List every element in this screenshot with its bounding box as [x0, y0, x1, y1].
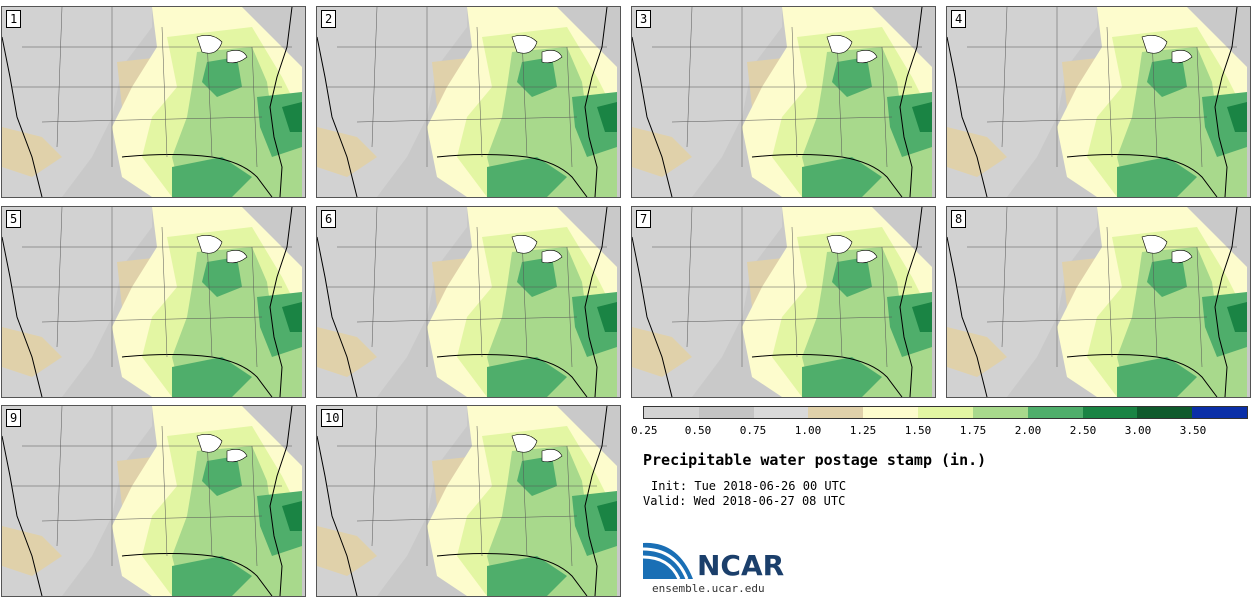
colorbar-segment [698, 407, 754, 418]
colorbar-tick-label: 2.00 [1014, 424, 1042, 437]
colorbar-segment [1027, 407, 1083, 418]
colorbar-segment [1192, 407, 1247, 418]
pw-map [317, 7, 620, 197]
colorbar-segment [972, 407, 1028, 418]
postage-stamp-6[interactable]: 6 [316, 206, 621, 398]
postage-stamp-4[interactable]: 4 [946, 6, 1251, 198]
member-number: 4 [951, 10, 967, 28]
postage-stamp-9[interactable]: 9 [1, 405, 306, 597]
member-number: 3 [636, 10, 652, 28]
colorbar-tick-label: 1.75 [959, 424, 987, 437]
pw-map [947, 207, 1250, 397]
member-number: 10 [321, 409, 344, 427]
valid-time: Valid: Wed 2018-06-27 08 UTC [643, 494, 846, 508]
pw-map [2, 406, 305, 596]
postage-stamp-7[interactable]: 7 [631, 206, 936, 398]
pw-map [317, 406, 620, 596]
member-number: 5 [6, 210, 22, 228]
colorbar-tick-label: 0.75 [739, 424, 767, 437]
colorbar-segment [808, 407, 864, 418]
pw-map [632, 7, 935, 197]
member-number: 8 [951, 210, 967, 228]
postage-stamp-1[interactable]: 1 [1, 6, 306, 198]
colorbar-segment [753, 407, 809, 418]
member-number: 7 [636, 210, 652, 228]
ncar-logo-icon [643, 542, 693, 580]
colorbar-tick-label: 1.00 [794, 424, 822, 437]
member-number: 1 [6, 10, 22, 28]
postage-stamp-3[interactable]: 3 [631, 6, 936, 198]
init-time: Init: Tue 2018-06-26 00 UTC [651, 479, 847, 493]
pw-map [2, 7, 305, 197]
colorbar-segment [1082, 407, 1138, 418]
colorbar-tick-label: 0.25 [631, 424, 658, 437]
colorbar-tick-label: 0.50 [684, 424, 712, 437]
colorbar-segment [863, 407, 919, 418]
colorbar-tick-label: 3.00 [1124, 424, 1152, 437]
pw-map [317, 207, 620, 397]
chart-title: Precipitable water postage stamp (in.) [643, 451, 987, 469]
postage-stamp-8[interactable]: 8 [946, 206, 1251, 398]
colorbar-segment [1137, 407, 1193, 418]
colorbar-segment [644, 407, 699, 418]
colorbar-tick-label: 1.25 [849, 424, 877, 437]
postage-stamp-2[interactable]: 2 [316, 6, 621, 198]
postage-stamp-5[interactable]: 5 [1, 206, 306, 398]
pw-map [632, 207, 935, 397]
colorbar-tick-label: 3.50 [1179, 424, 1207, 437]
postage-stamp-10[interactable]: 10 [316, 405, 621, 597]
member-number: 6 [321, 210, 337, 228]
pw-map [947, 7, 1250, 197]
colorbar-tick-label: 1.50 [904, 424, 932, 437]
member-number: 2 [321, 10, 337, 28]
colorbar-tick-label: 2.50 [1069, 424, 1097, 437]
ncar-logo-text: NCAR [697, 549, 785, 582]
colorbar-segment [918, 407, 973, 418]
colorbar [643, 406, 1248, 419]
pw-map [2, 207, 305, 397]
site-url[interactable]: ensemble.ucar.edu [652, 582, 765, 595]
member-number: 9 [6, 409, 22, 427]
